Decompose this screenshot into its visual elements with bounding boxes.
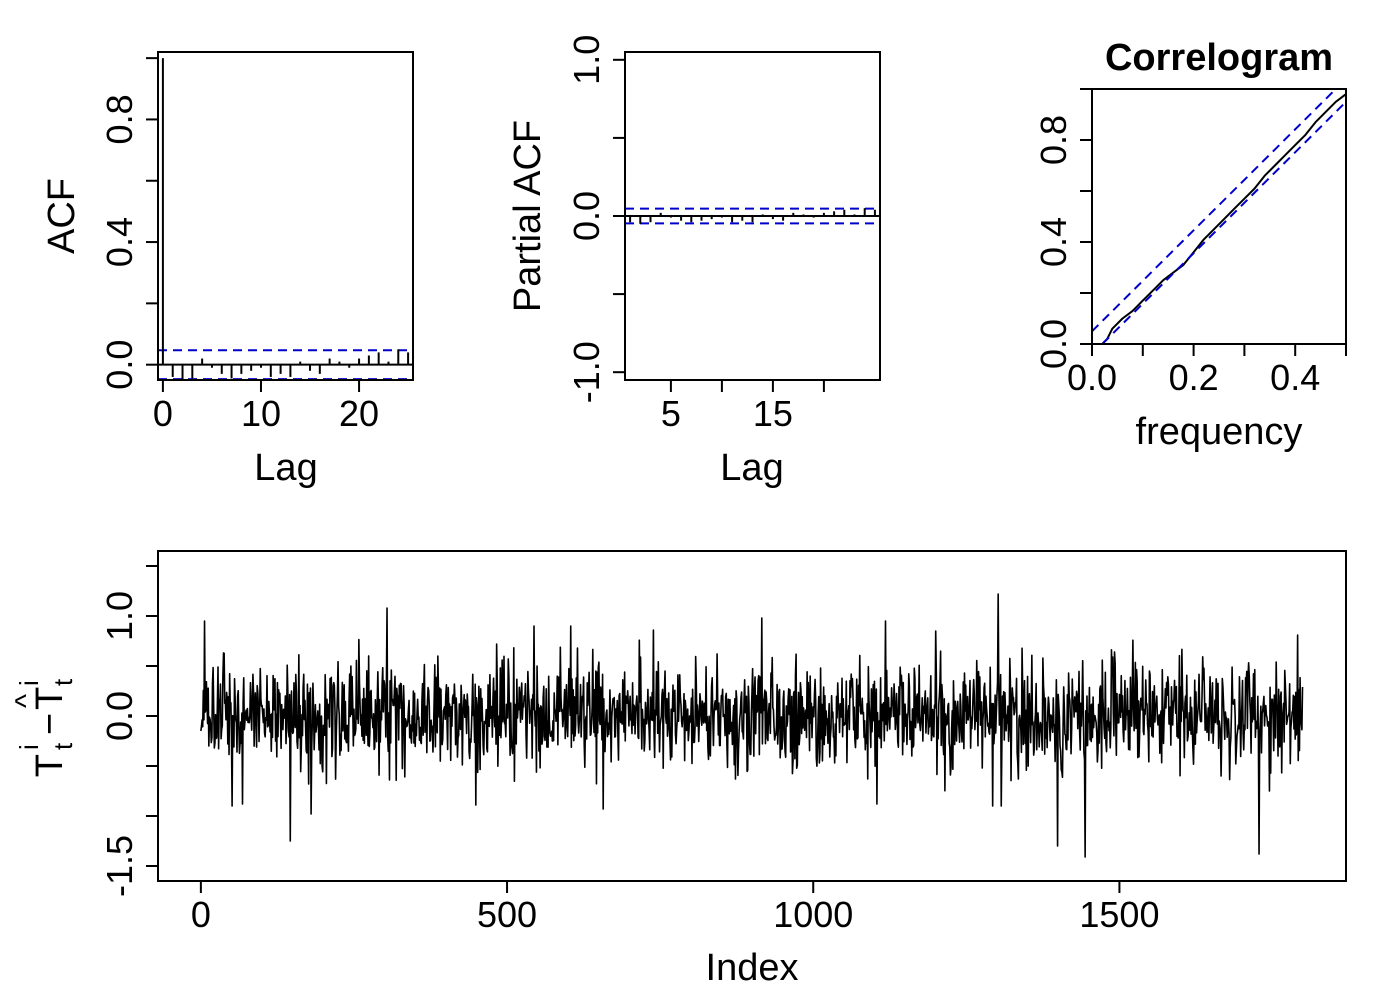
acf-xtick-label: 0: [153, 393, 173, 434]
correlogram-title: Correlogram: [1105, 37, 1333, 79]
residual-xtick-label: 1500: [1079, 894, 1159, 935]
residual-xlabel: Index: [706, 947, 799, 989]
ylabel-hat: ^: [10, 694, 43, 708]
correlogram-band-line: [1092, 89, 1338, 333]
acf-y-axis: 0.0 0.4 0.8: [99, 57, 158, 390]
corr-ytick-label: 0.8: [1033, 115, 1074, 165]
acf-xlabel: Lag: [254, 447, 317, 489]
acf-confidence-bands: [158, 349, 413, 381]
pacf-ytick-label: 1.0: [566, 35, 607, 85]
correlogram-cumulative-line: [1092, 93, 1346, 344]
residual-xtick-label: 500: [477, 894, 537, 935]
acf-xtick-label: 20: [339, 393, 379, 434]
residual-panel: 0 500 1000 1500 -1.5 0.0 1.0 Index T t i − T …: [10, 550, 1347, 989]
pacf-spikes: [629, 208, 876, 224]
acf-x-axis: 0 10 20: [153, 380, 379, 434]
ylabel-term2-sup: i: [14, 680, 44, 686]
corr-ytick-label: 0.4: [1033, 217, 1074, 267]
acf-plot-frame: [157, 51, 414, 381]
pacf-ytick-label: 0.0: [566, 191, 607, 241]
pacf-y-axis: -1.0 0.0 1.0: [566, 35, 625, 403]
residual-ytick-label: 1.0: [99, 591, 140, 641]
ylabel-term1-sub: t: [48, 742, 78, 750]
acf-xtick-label: 10: [241, 393, 281, 434]
correlogram-x-axis: 0.0 0.2 0.4: [1067, 344, 1347, 398]
acf-panel: 0 10 20 0.0 0.4 0.8 Lag ACF: [41, 51, 414, 489]
ylabel-term1-sup: i: [14, 744, 44, 750]
pacf-xtick-label: 5: [661, 393, 681, 434]
corr-xtick-label: 0.2: [1169, 357, 1219, 398]
residual-ylabel: T t i − T t i ^: [10, 678, 78, 777]
residual-trace: [200, 593, 1304, 858]
residual-ytick-label: -1.5: [99, 835, 140, 897]
correlogram-y-axis: 0.0 0.4 0.8: [1033, 88, 1092, 369]
correlogram-xlabel: frequency: [1136, 411, 1303, 453]
correlogram-panel: Correlogram 0.0 0.2 0.4 0.0 0.4 0.8 frequenc…: [1033, 37, 1347, 453]
correlogram-band-line: [1100, 101, 1346, 344]
residual-line: [200, 593, 1304, 858]
residual-x-axis: 0 500 1000 1500: [191, 881, 1159, 935]
ylabel-minus: −: [29, 713, 71, 735]
correlogram-plot-frame: [1091, 88, 1347, 345]
residual-ytick-label: 0.0: [99, 691, 140, 741]
ylabel-term2: T: [29, 687, 71, 710]
acf-ytick-label: 0.4: [99, 217, 140, 267]
pacf-panel: 5 15 -1.0 0.0 1.0 Lag Partial ACF: [507, 35, 881, 489]
pacf-x-axis: 5 15: [661, 380, 825, 434]
residual-xtick-label: 1000: [773, 894, 853, 935]
ylabel-term1: T: [29, 754, 71, 777]
pacf-xtick-label: 15: [753, 393, 793, 434]
pacf-ylabel: Partial ACF: [507, 120, 549, 312]
corr-xtick-label: 0.0: [1067, 357, 1117, 398]
pacf-xlabel: Lag: [720, 447, 783, 489]
corr-xtick-label: 0.4: [1270, 357, 1320, 398]
ylabel-term2-sub: t: [48, 678, 78, 686]
correlogram-lines: [1092, 89, 1346, 344]
pacf-ytick-label: -1.0: [566, 341, 607, 403]
acf-ytick-label: 0.8: [99, 94, 140, 144]
residual-xtick-label: 0: [191, 894, 211, 935]
acf-ytick-label: 0.0: [99, 340, 140, 390]
acf-spikes: [161, 58, 410, 380]
residual-y-axis: -1.5 0.0 1.0: [99, 565, 158, 897]
corr-ytick-label: 0.0: [1033, 319, 1074, 369]
acf-ylabel: ACF: [41, 178, 83, 254]
